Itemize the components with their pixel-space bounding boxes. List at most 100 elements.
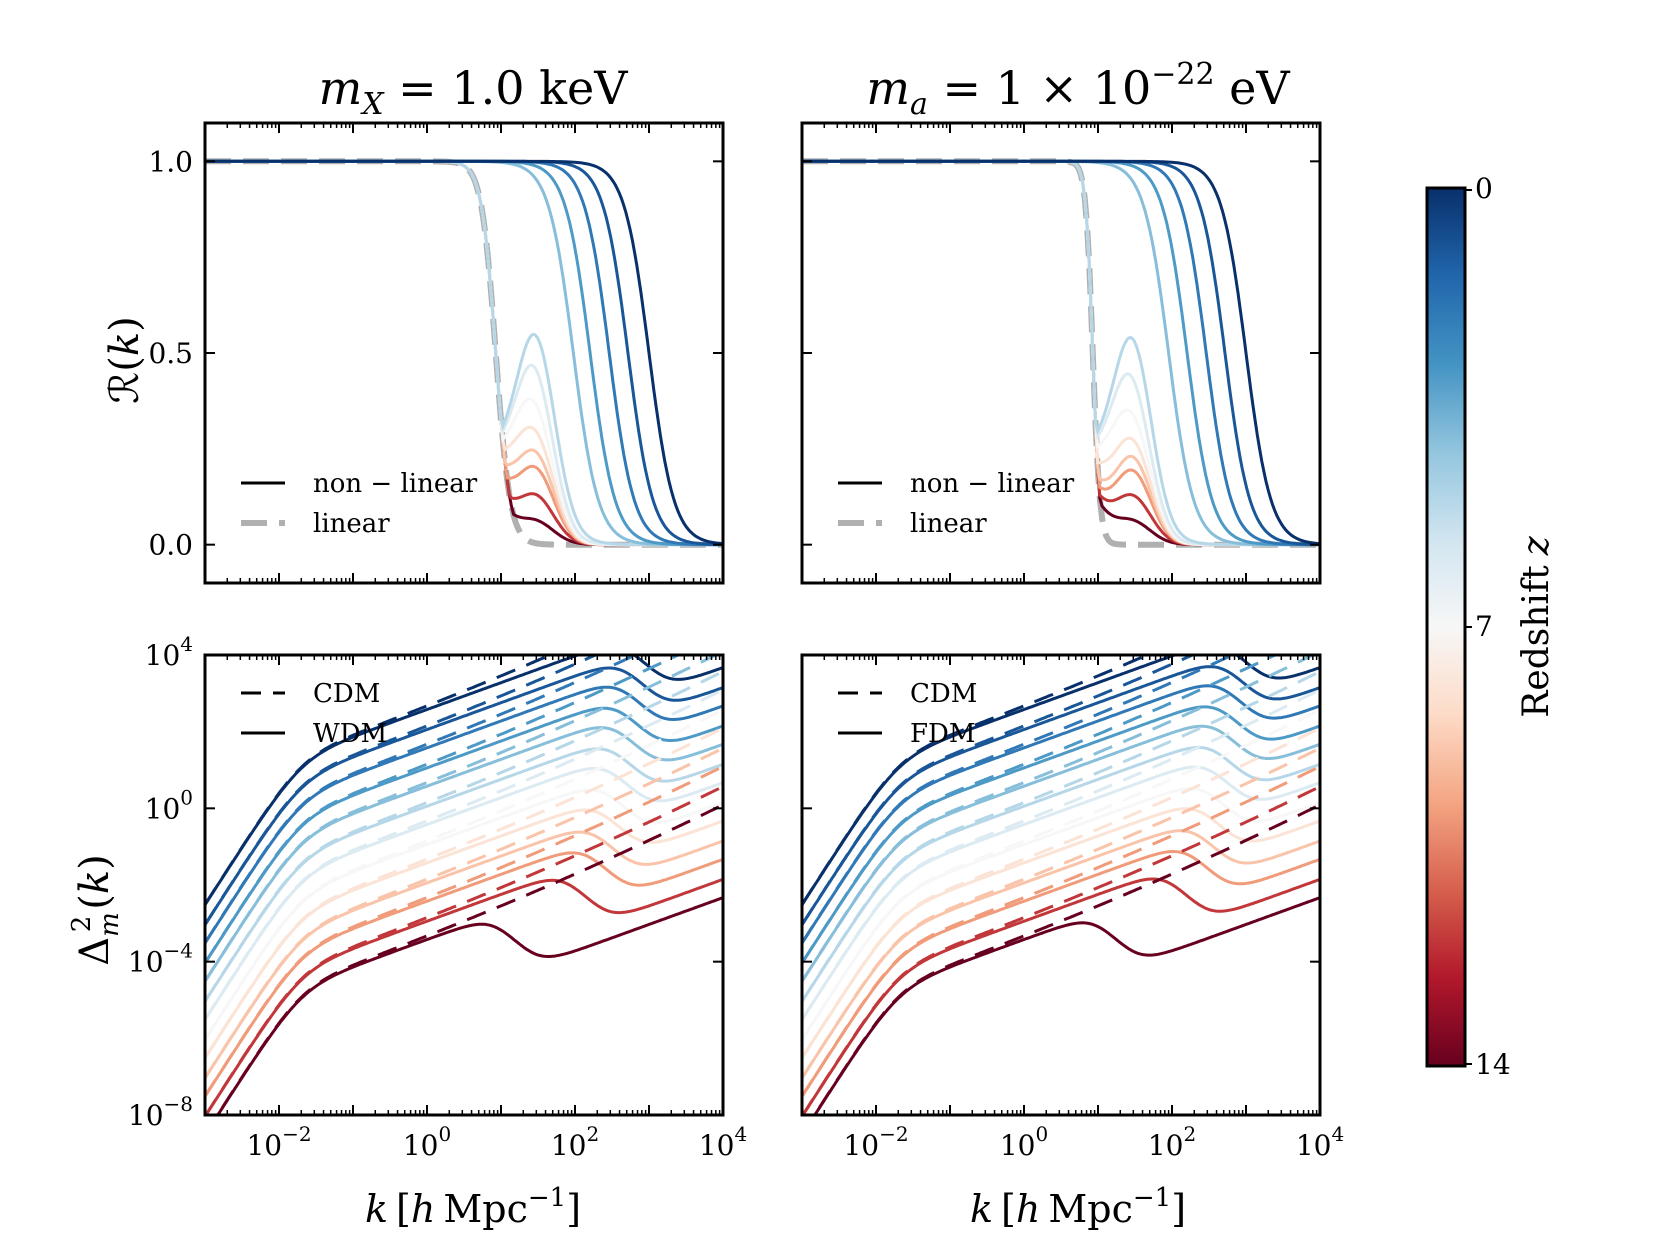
series-z=2 [205,685,723,944]
series-z=14 [812,896,1320,1115]
axes-frame [203,653,725,1117]
series-z=8 [802,807,1320,1059]
series-z=6 [802,765,1320,1021]
series-z=10 [802,849,1320,1098]
series-z=9 [802,829,1320,1079]
series-z=7 [205,788,723,1041]
series-cdm-z=2 [802,655,1236,944]
colorbar-bar [1425,186,1467,1068]
series-z=6 [205,767,723,1021]
series-cdm-z=8 [205,726,723,1059]
title-right: ma = 1 × 10−22 eV [866,57,1290,122]
legend-label: WDM [313,719,387,749]
panel-top-left: 1.0 0.5 0.0 non − linear linear [148,121,725,585]
colorbar-tick-label-0: 0 [1475,172,1493,205]
series-z=3 [802,705,1320,964]
ylabel-top: ℛ(k) [102,316,148,403]
series-cdm-z=12 [205,785,723,1115]
series-cdm-z=7 [205,708,723,1041]
series-z=9 [205,830,723,1079]
axes-frame [203,121,725,585]
series-z=5 [205,747,723,1003]
series-z=8 [205,808,723,1059]
xlabel-right: k [h Mpc−1] [970,1183,1186,1231]
legend-top-left: non − linear linear [241,469,478,539]
series-z=5 [802,746,1320,1003]
axes-frame [800,653,1322,1117]
legend-bottom-right: CDM FDM [838,679,977,749]
series-cdm-z=6 [205,688,723,1021]
plot-area-bottom-left [205,655,723,1115]
series-z=1 [205,666,723,926]
series-cdm-z=10 [205,765,723,1098]
series-cdm-z=5 [802,670,1320,1003]
legend-bottom-left: CDM WDM [241,679,387,749]
ytick-label: 0.0 [148,529,193,562]
series-cdm-z=0 [205,655,554,906]
ytick-label: 10−8 [128,1092,193,1132]
colorbar-tick-label-14: 14 [1475,1048,1511,1081]
series-z=12 [205,877,723,1115]
colorbar: 0 7 14 Redshiftz [1425,172,1557,1081]
ytick-label: 1.0 [148,145,193,178]
series-z=0 [802,655,1320,906]
series-z=2 [802,684,1320,944]
xlabel-left: k [h Mpc−1] [365,1183,581,1231]
plot-area-top-left [205,158,723,548]
legend-label: linear [313,509,390,539]
title-left: mX = 1.0 keV [319,61,629,122]
xtick-label: 104 [1296,1122,1344,1162]
legend-label: CDM [910,679,977,709]
series-cdm-z=6 [802,688,1320,1021]
axes-frame [800,121,1322,585]
ytick-label: 0.5 [148,337,193,370]
legend-label: FDM [910,719,976,749]
series-cdm-z=9 [802,746,1320,1079]
series-z=12 [802,877,1320,1115]
series-z=4 [205,726,723,983]
legend-label: linear [910,509,987,539]
legend-top-right: non − linear linear [838,469,1075,539]
panel-bottom-left: 104 100 10−4 10−8 10−2 100 102 104 CDM WDM [128,632,747,1162]
colorbar-tick-label-7: 7 [1475,610,1493,643]
xtick-label: 10−2 [843,1122,908,1162]
xtick-label: 104 [699,1122,747,1162]
colorbar-label: Redshiftz [1516,535,1557,717]
series-z=14 [215,896,723,1115]
legend-label: non − linear [910,469,1075,499]
series-cdm-z=1 [205,655,600,926]
series-cdm-z=1 [802,655,1197,926]
series-z=3 [205,706,723,964]
xtick-label: 100 [1000,1122,1048,1162]
series-cdm-z=8 [802,726,1320,1059]
series-z=0 [205,159,723,546]
legend-label: CDM [313,679,380,709]
plot-area-bottom-right [802,655,1320,1115]
series-cdm-z=12 [802,785,1320,1115]
xtick-label: 100 [403,1122,451,1162]
ytick-label: 100 [145,785,193,825]
xtick-label: 10−2 [246,1122,311,1162]
ytick-label: 104 [145,632,193,672]
series-z=7 [802,787,1320,1041]
legend-label: non − linear [313,469,478,499]
series-cdm-z=7 [802,708,1320,1041]
series-z=1 [802,665,1320,926]
panel-bottom-right: 10−2 100 102 104 CDM FDM [800,653,1344,1162]
xtick-label: 102 [1148,1122,1196,1162]
ytick-label: 10−4 [128,939,193,979]
series-cdm-z=0 [802,655,1151,906]
series-cdm-z=4 [205,655,720,983]
series-cdm-z=14 [812,803,1320,1115]
series-cdm-z=14 [215,803,723,1115]
series-z=0 [205,655,723,906]
series-z=10 [205,851,723,1098]
plot-area-top-right [802,158,1320,548]
panel-top-right: non − linear linear [800,121,1322,585]
ylabel-bottom: Δm2(k) [67,854,125,966]
series-cdm-z=5 [205,670,723,1003]
series-z=0 [802,159,1320,546]
